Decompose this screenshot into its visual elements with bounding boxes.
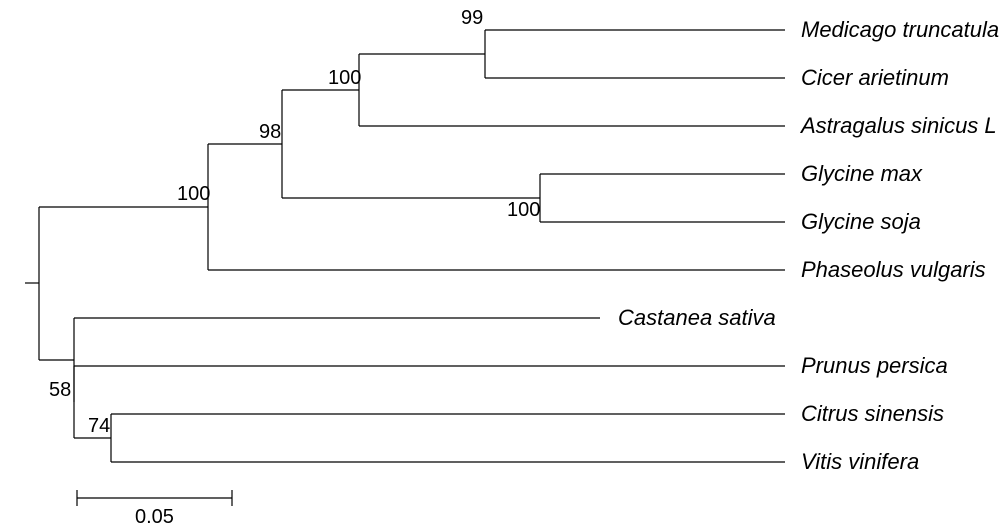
- leaf-label-castanea: Castanea sativa: [618, 305, 776, 330]
- phylogenetic-tree: Medicago truncatula Cicer arietinum Astrag…: [0, 0, 1000, 529]
- bootstrap-value: 74: [88, 415, 110, 437]
- bootstrap-value: 99: [461, 7, 483, 29]
- bootstrap-value: 98: [259, 121, 281, 143]
- leaf-label-vitis: Vitis vinifera: [801, 449, 919, 474]
- leaf-label-medicago: Medicago truncatula: [801, 17, 999, 42]
- leaf-label-gsoja: Glycine soja: [801, 209, 921, 234]
- leaf-label-citrus: Citrus sinensis: [801, 401, 944, 426]
- leaf-label-astragalus: Astragalus sinicus L: [799, 113, 997, 138]
- leaf-label-prunus: Prunus persica: [801, 353, 948, 378]
- leaf-label-phaseolus: Phaseolus vulgaris: [801, 257, 986, 282]
- bootstrap-value: 100: [328, 67, 361, 89]
- leaf-label-gmax: Glycine max: [801, 161, 923, 186]
- scale-bar-label: 0.05: [135, 506, 174, 528]
- bootstrap-value: 100: [177, 183, 210, 205]
- leaf-label-cicer: Cicer arietinum: [801, 65, 949, 90]
- bootstrap-value: 58: [49, 379, 71, 401]
- bootstrap-value: 100: [507, 199, 540, 221]
